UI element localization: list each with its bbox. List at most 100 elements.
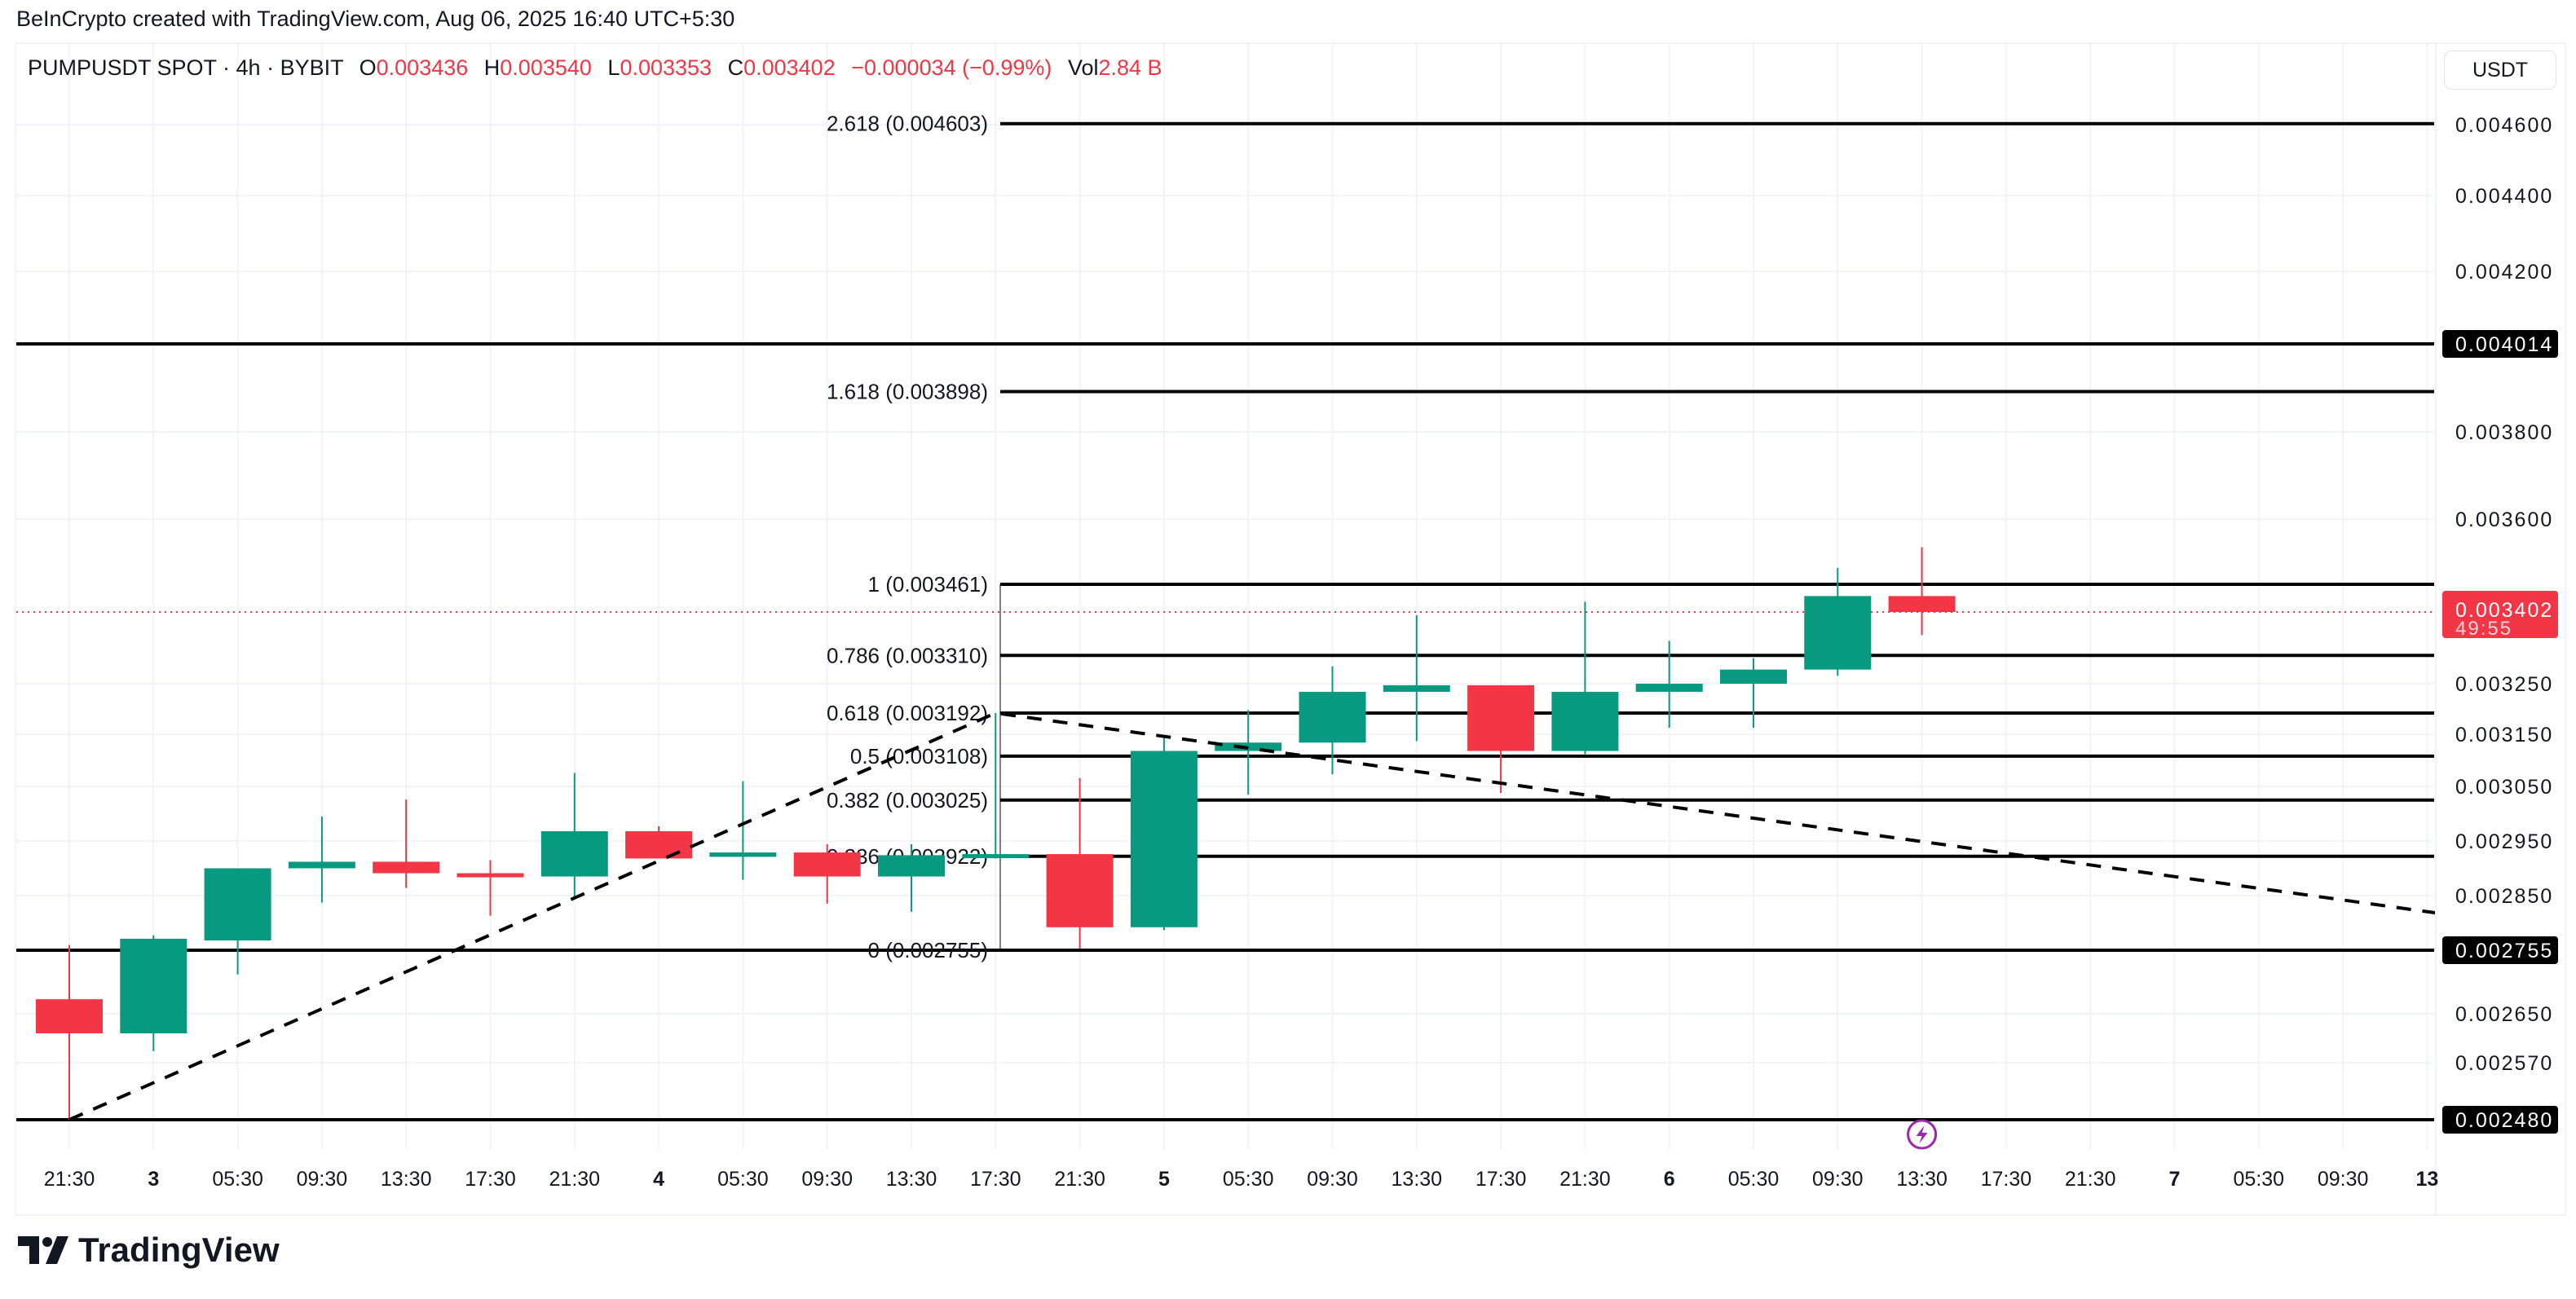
candle-down[interactable] — [457, 873, 524, 878]
time-axis-label: 13 — [2415, 1168, 2438, 1191]
candle-up[interactable] — [1720, 669, 1787, 684]
close-label: C — [727, 55, 744, 80]
time-axis-label: 21:30 — [44, 1168, 95, 1191]
candle-down[interactable] — [1046, 854, 1114, 927]
fib-level-label: 0.786 (0.003310) — [827, 643, 988, 667]
time-axis-label: 17:30 — [465, 1168, 516, 1191]
currency-unit-button[interactable]: USDT — [2444, 51, 2556, 90]
time-axis-label: 09:30 — [297, 1168, 348, 1191]
change-value: −0.000034 (−0.99%) — [851, 55, 1052, 80]
lightning-icon — [1916, 1125, 1928, 1143]
time-axis-label: 13:30 — [886, 1168, 937, 1191]
time-axis-label: 09:30 — [1307, 1168, 1358, 1191]
candle-up[interactable] — [288, 861, 355, 869]
candle-up[interactable] — [1299, 691, 1366, 743]
fib-level-label: 0.5 (0.003108) — [850, 744, 988, 768]
time-axis-label: 6 — [1664, 1168, 1675, 1191]
candle-up[interactable] — [540, 830, 608, 877]
time-axis-label: 17:30 — [970, 1168, 1021, 1191]
time-axis-label: 21:30 — [2065, 1168, 2116, 1191]
time-axis-label: 13:30 — [1392, 1168, 1443, 1191]
price-badge — [2442, 330, 2558, 358]
price-axis-tick: 0.002570 — [2455, 1052, 2553, 1075]
time-axis-label: 05:30 — [212, 1168, 263, 1191]
time-axis-label: 05:30 — [2234, 1168, 2285, 1191]
price-badge-text: 0.002755 — [2455, 940, 2553, 962]
time-axis-label: 05:30 — [717, 1168, 769, 1191]
open-label: O — [359, 55, 377, 80]
chart-frame — [15, 42, 2566, 1216]
candle-up[interactable] — [1551, 691, 1619, 751]
candle-up[interactable] — [962, 854, 1030, 859]
price-badge-text: 0.002480 — [2455, 1109, 2553, 1132]
fib-level-label: 0 (0.002755) — [868, 938, 988, 962]
fib-level-label: 2.618 (0.004603) — [827, 112, 988, 136]
time-axis-label: 09:30 — [801, 1168, 853, 1191]
time-axis-label: 13:30 — [381, 1168, 432, 1191]
price-axis-tick: 0.002950 — [2455, 830, 2553, 853]
fib-level-label: 1 (0.003461) — [868, 572, 988, 597]
symbol-info[interactable]: PUMPUSDT SPOT · 4h · BYBIT — [28, 55, 344, 80]
tradingview-logo-text: TradingView — [78, 1231, 280, 1269]
close-value: 0.003402 — [743, 55, 836, 80]
time-axis-label: 21:30 — [1559, 1168, 1611, 1191]
price-axis-tick: 0.003050 — [2455, 776, 2553, 799]
candle-down[interactable] — [793, 852, 861, 877]
price-axis-tick: 0.003250 — [2455, 673, 2553, 696]
high-label: H — [483, 55, 501, 80]
time-axis-label: 05:30 — [1728, 1168, 1780, 1191]
time-axis-label: 3 — [148, 1168, 159, 1191]
time-axis-label: 17:30 — [1475, 1168, 1527, 1191]
candle-down[interactable] — [373, 861, 440, 874]
time-axis-label: 21:30 — [1054, 1168, 1105, 1191]
time-axis-label: 05:30 — [1223, 1168, 1274, 1191]
price-axis-tick: 0.004600 — [2455, 114, 2553, 137]
candle-down[interactable] — [36, 999, 103, 1033]
price-axis-tick: 0.002650 — [2455, 1003, 2553, 1026]
time-axis-label: 4 — [653, 1168, 664, 1191]
tradingview-logo-icon — [18, 1236, 68, 1264]
price-axis-tick: 0.003150 — [2455, 724, 2553, 746]
candle-up[interactable] — [709, 852, 777, 857]
time-axis-label: 7 — [2169, 1168, 2181, 1191]
candle-up[interactable] — [204, 868, 271, 941]
candle-up[interactable] — [120, 938, 187, 1033]
time-axis-label: 13:30 — [1896, 1168, 1947, 1191]
time-axis-label: 5 — [1158, 1168, 1170, 1191]
bar-countdown-text: 49:55 — [2455, 618, 2512, 640]
time-axis-label: 17:30 — [1981, 1168, 2032, 1191]
price-axis-tick: 0.003800 — [2455, 421, 2553, 444]
fib-level-label: 0.618 (0.003192) — [827, 701, 988, 725]
symbol-legend: PUMPUSDT SPOT · 4h · BYBIT O0.003436 H0.… — [28, 55, 1162, 81]
candle-up[interactable] — [1635, 684, 1703, 692]
price-badge — [2442, 936, 2558, 964]
time-axis-label: 09:30 — [2318, 1168, 2369, 1191]
price-axis-tick: 0.002850 — [2455, 885, 2553, 908]
time-axis-label: 09:30 — [1812, 1168, 1864, 1191]
price-axis-tick: 0.004400 — [2455, 185, 2553, 208]
current-price-text: 0.003402 — [2455, 599, 2553, 622]
price-badge-text: 0.004014 — [2455, 333, 2553, 356]
time-axis-label: 21:30 — [549, 1168, 601, 1191]
candle-up[interactable] — [1804, 596, 1872, 670]
price-axis-tick: 0.004200 — [2455, 261, 2553, 284]
low-value: 0.003353 — [620, 55, 712, 80]
price-axis-tick: 0.003600 — [2455, 509, 2553, 531]
volume-value: 2.84 B — [1098, 55, 1162, 80]
candle-down[interactable] — [1888, 596, 1956, 612]
candle-up[interactable] — [1383, 685, 1450, 692]
candle-down[interactable] — [1467, 685, 1535, 751]
open-value: 0.003436 — [376, 55, 469, 80]
high-value: 0.003540 — [500, 55, 592, 80]
candle-down[interactable] — [625, 830, 693, 859]
trend-line[interactable] — [68, 711, 2437, 1121]
volume-label: Vol — [1067, 55, 1099, 80]
fib-level-label: 1.618 (0.003898) — [827, 380, 988, 404]
chart-credit: BeInCrypto created with TradingView.com,… — [16, 7, 735, 31]
price-badge — [2442, 1106, 2558, 1134]
candle-up[interactable] — [1130, 751, 1198, 927]
candle-up[interactable] — [878, 855, 945, 877]
fib-level-label: 0.382 (0.003025) — [827, 788, 988, 812]
tradingview-logo[interactable]: TradingView — [18, 1231, 280, 1270]
